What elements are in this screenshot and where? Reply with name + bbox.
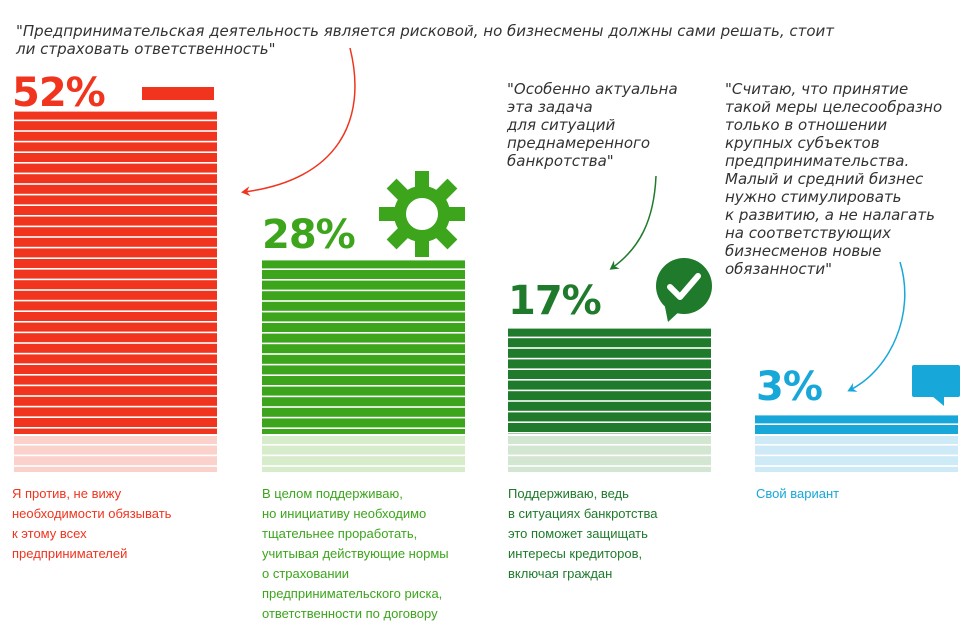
bar-reflection-stripe — [508, 465, 711, 467]
bar-stripe — [14, 193, 217, 196]
gear-icon — [379, 171, 465, 257]
bar-stripe — [14, 225, 217, 228]
bar-stripe — [508, 410, 711, 413]
bar-stripe — [508, 379, 711, 381]
bar-stripe — [14, 342, 217, 344]
bar-stripe — [14, 363, 217, 365]
bar-stripe — [262, 406, 465, 408]
quote-blue: "Считаю, что принятие такой меры целесоо… — [725, 80, 943, 278]
bar-stripe — [14, 289, 217, 291]
bar-stripe — [262, 385, 465, 387]
bar-stripe — [262, 342, 465, 345]
bar-stripe — [755, 423, 958, 425]
bar-stripe — [508, 389, 711, 392]
bar-stripe — [14, 268, 217, 270]
bar-stripe — [262, 310, 465, 313]
bar-28 — [262, 260, 465, 434]
bar-reflection-stripe — [755, 454, 958, 457]
bar-stripe — [262, 279, 465, 281]
bar-17 — [508, 328, 711, 434]
value-label-52: 52% — [12, 70, 106, 116]
bar-stripe — [14, 130, 217, 132]
bar-stripe — [14, 204, 217, 206]
bar-stripe — [14, 427, 217, 429]
bar-stripe — [262, 353, 465, 355]
bar-stripe — [508, 432, 711, 434]
bar-reflection-stripe — [14, 454, 217, 457]
bar-stripe — [14, 183, 217, 185]
bar-stripe — [262, 321, 465, 323]
bar-stripe — [14, 416, 217, 418]
bar-stripe — [508, 357, 711, 360]
value-label-28: 28% — [262, 212, 356, 258]
blue-quote-arrow — [847, 261, 906, 392]
bar-stripe — [14, 140, 217, 143]
bar-stripe — [262, 374, 465, 376]
bar-reflection-stripe — [755, 444, 958, 446]
bar-stripe — [262, 363, 465, 366]
value-label-3: 3% — [756, 364, 823, 410]
bar-stripe — [14, 352, 217, 355]
bar-stripe — [508, 400, 711, 402]
bar-stripe — [262, 289, 465, 292]
bar-stripe — [262, 416, 465, 419]
bar-stripe — [14, 331, 217, 334]
category-label-against: Я против, не вижу необходимости обязыват… — [12, 486, 172, 561]
bar-52 — [14, 111, 217, 434]
bar-stripe — [14, 395, 217, 397]
bar-stripe — [508, 368, 711, 370]
bar-stripe — [14, 405, 217, 408]
bar-stripe — [508, 347, 711, 349]
red-quote-arrow — [241, 47, 356, 197]
value-label-17: 17% — [508, 278, 602, 324]
bar-stripe — [14, 310, 217, 312]
bar-stripe — [14, 374, 217, 376]
checkmark-badge-icon — [656, 258, 712, 322]
bar-stripe — [14, 119, 217, 122]
bar-stripe — [14, 278, 217, 281]
bar-stripe — [14, 321, 217, 323]
category-label-support: Поддерживаю, ведь в ситуациях банкротств… — [508, 486, 658, 581]
bar-reflection-stripe — [262, 444, 465, 446]
bar-stripe — [14, 384, 217, 387]
bar-stripe — [14, 162, 217, 164]
bar-stripe — [262, 332, 465, 334]
speech-bubble-icon — [912, 365, 960, 406]
bar-stripe — [14, 172, 217, 175]
bar-stripe — [262, 268, 465, 270]
bar-stripe — [14, 246, 217, 249]
bar-reflection-stripe — [508, 444, 711, 446]
category-label-own-option: Свой вариант — [756, 486, 840, 501]
category-label-generally-support: В целом поддерживаю, но инициативу необх… — [262, 486, 449, 621]
bar-stripe — [262, 427, 465, 429]
bar-reflection-stripe — [262, 465, 465, 467]
bar-reflection-stripe — [755, 465, 958, 467]
darkgreen-quote-arrow — [609, 175, 657, 270]
bar-stripe — [14, 257, 217, 259]
red-accent-bar — [142, 87, 214, 100]
bar-stripe — [14, 215, 217, 217]
quote-darkgreen: "Особенно актуальна эта задача для ситуа… — [507, 80, 678, 170]
bar-stripe — [262, 395, 465, 398]
bar-stripe — [14, 236, 217, 238]
bar-reflection-stripe — [262, 454, 465, 457]
bar-stripe — [508, 421, 711, 423]
bar-reflection-stripe — [14, 465, 217, 467]
bar-stripe — [14, 151, 217, 153]
bar-stripe — [508, 336, 711, 339]
quote-red: "Предпринимательская деятельность являет… — [16, 22, 834, 58]
bar-stripe — [262, 300, 465, 302]
bar-reflection-stripe — [508, 454, 711, 457]
bar-stripe — [14, 299, 217, 302]
bar-reflection-stripe — [14, 444, 217, 446]
